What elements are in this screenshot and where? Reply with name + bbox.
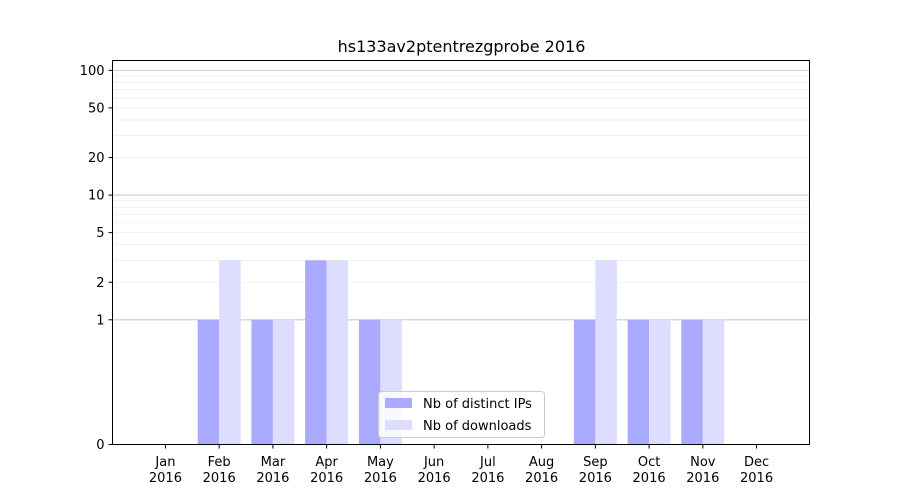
x-tick-label: Sep 2016: [579, 455, 612, 486]
bars: [197, 260, 725, 445]
bar-distinct-ips-may: [358, 319, 381, 445]
bar-downloads-apr: [326, 260, 349, 445]
legend-swatch: [385, 420, 412, 430]
legend-box: [378, 391, 545, 438]
legend-swatch: [385, 398, 412, 408]
x-tick-label: May 2016: [364, 455, 397, 486]
plot-area: [112, 60, 810, 445]
bar-downloads-feb: [219, 260, 241, 445]
x-tick-label: Jan 2016: [149, 455, 182, 486]
y-tick-label: 1: [96, 313, 104, 328]
x-tick-label: Aug 2016: [525, 455, 558, 486]
y-tick-label: 10: [88, 189, 105, 204]
x-tick-label: Jul 2016: [471, 455, 504, 486]
y-axis: 0 1 2 5 10 20 50 100: [80, 64, 113, 453]
bar-distinct-ips-nov: [681, 319, 703, 445]
bar-distinct-ips-feb: [197, 319, 220, 445]
bar-distinct-ips-apr: [305, 260, 327, 445]
legend-label: Nb of distinct IPs: [423, 397, 532, 412]
bar-downloads-oct: [649, 319, 671, 445]
y-tick-label: 0: [96, 438, 104, 453]
x-tick-label: Jun 2016: [418, 455, 451, 486]
x-tick-label: Mar 2016: [256, 455, 289, 486]
y-tick-label: 100: [80, 64, 105, 79]
bar-distinct-ips-sep: [573, 319, 596, 445]
bar-distinct-ips-oct: [627, 319, 650, 445]
legend-label: Nb of downloads: [423, 419, 532, 434]
y-tick-label: 2: [96, 276, 104, 291]
bar-distinct-ips-mar: [251, 319, 273, 445]
chart-title: hs133av2ptentrezgprobe 2016: [338, 37, 586, 56]
bar-downloads-mar: [272, 319, 295, 445]
y-tick-label: 20: [88, 151, 105, 166]
bar-downloads-nov: [702, 319, 725, 445]
y-tick-label: 50: [88, 101, 105, 116]
x-tick-label: Apr 2016: [310, 455, 343, 486]
x-tick-label: Feb 2016: [203, 455, 236, 486]
x-axis: Jan 2016 Feb 2016 Mar 2016 Apr 2016 May 2016 Jun 20…: [149, 444, 773, 486]
grid-lines: [112, 69, 810, 321]
x-tick-label: Nov 2016: [686, 455, 719, 486]
x-tick-label: Oct 2016: [633, 455, 666, 486]
y-tick-label: 5: [96, 226, 104, 241]
x-tick-label: Dec 2016: [740, 455, 773, 486]
bar-downloads-sep: [595, 260, 617, 445]
legend: Nb of distinct IPs Nb of downloads: [378, 391, 545, 438]
